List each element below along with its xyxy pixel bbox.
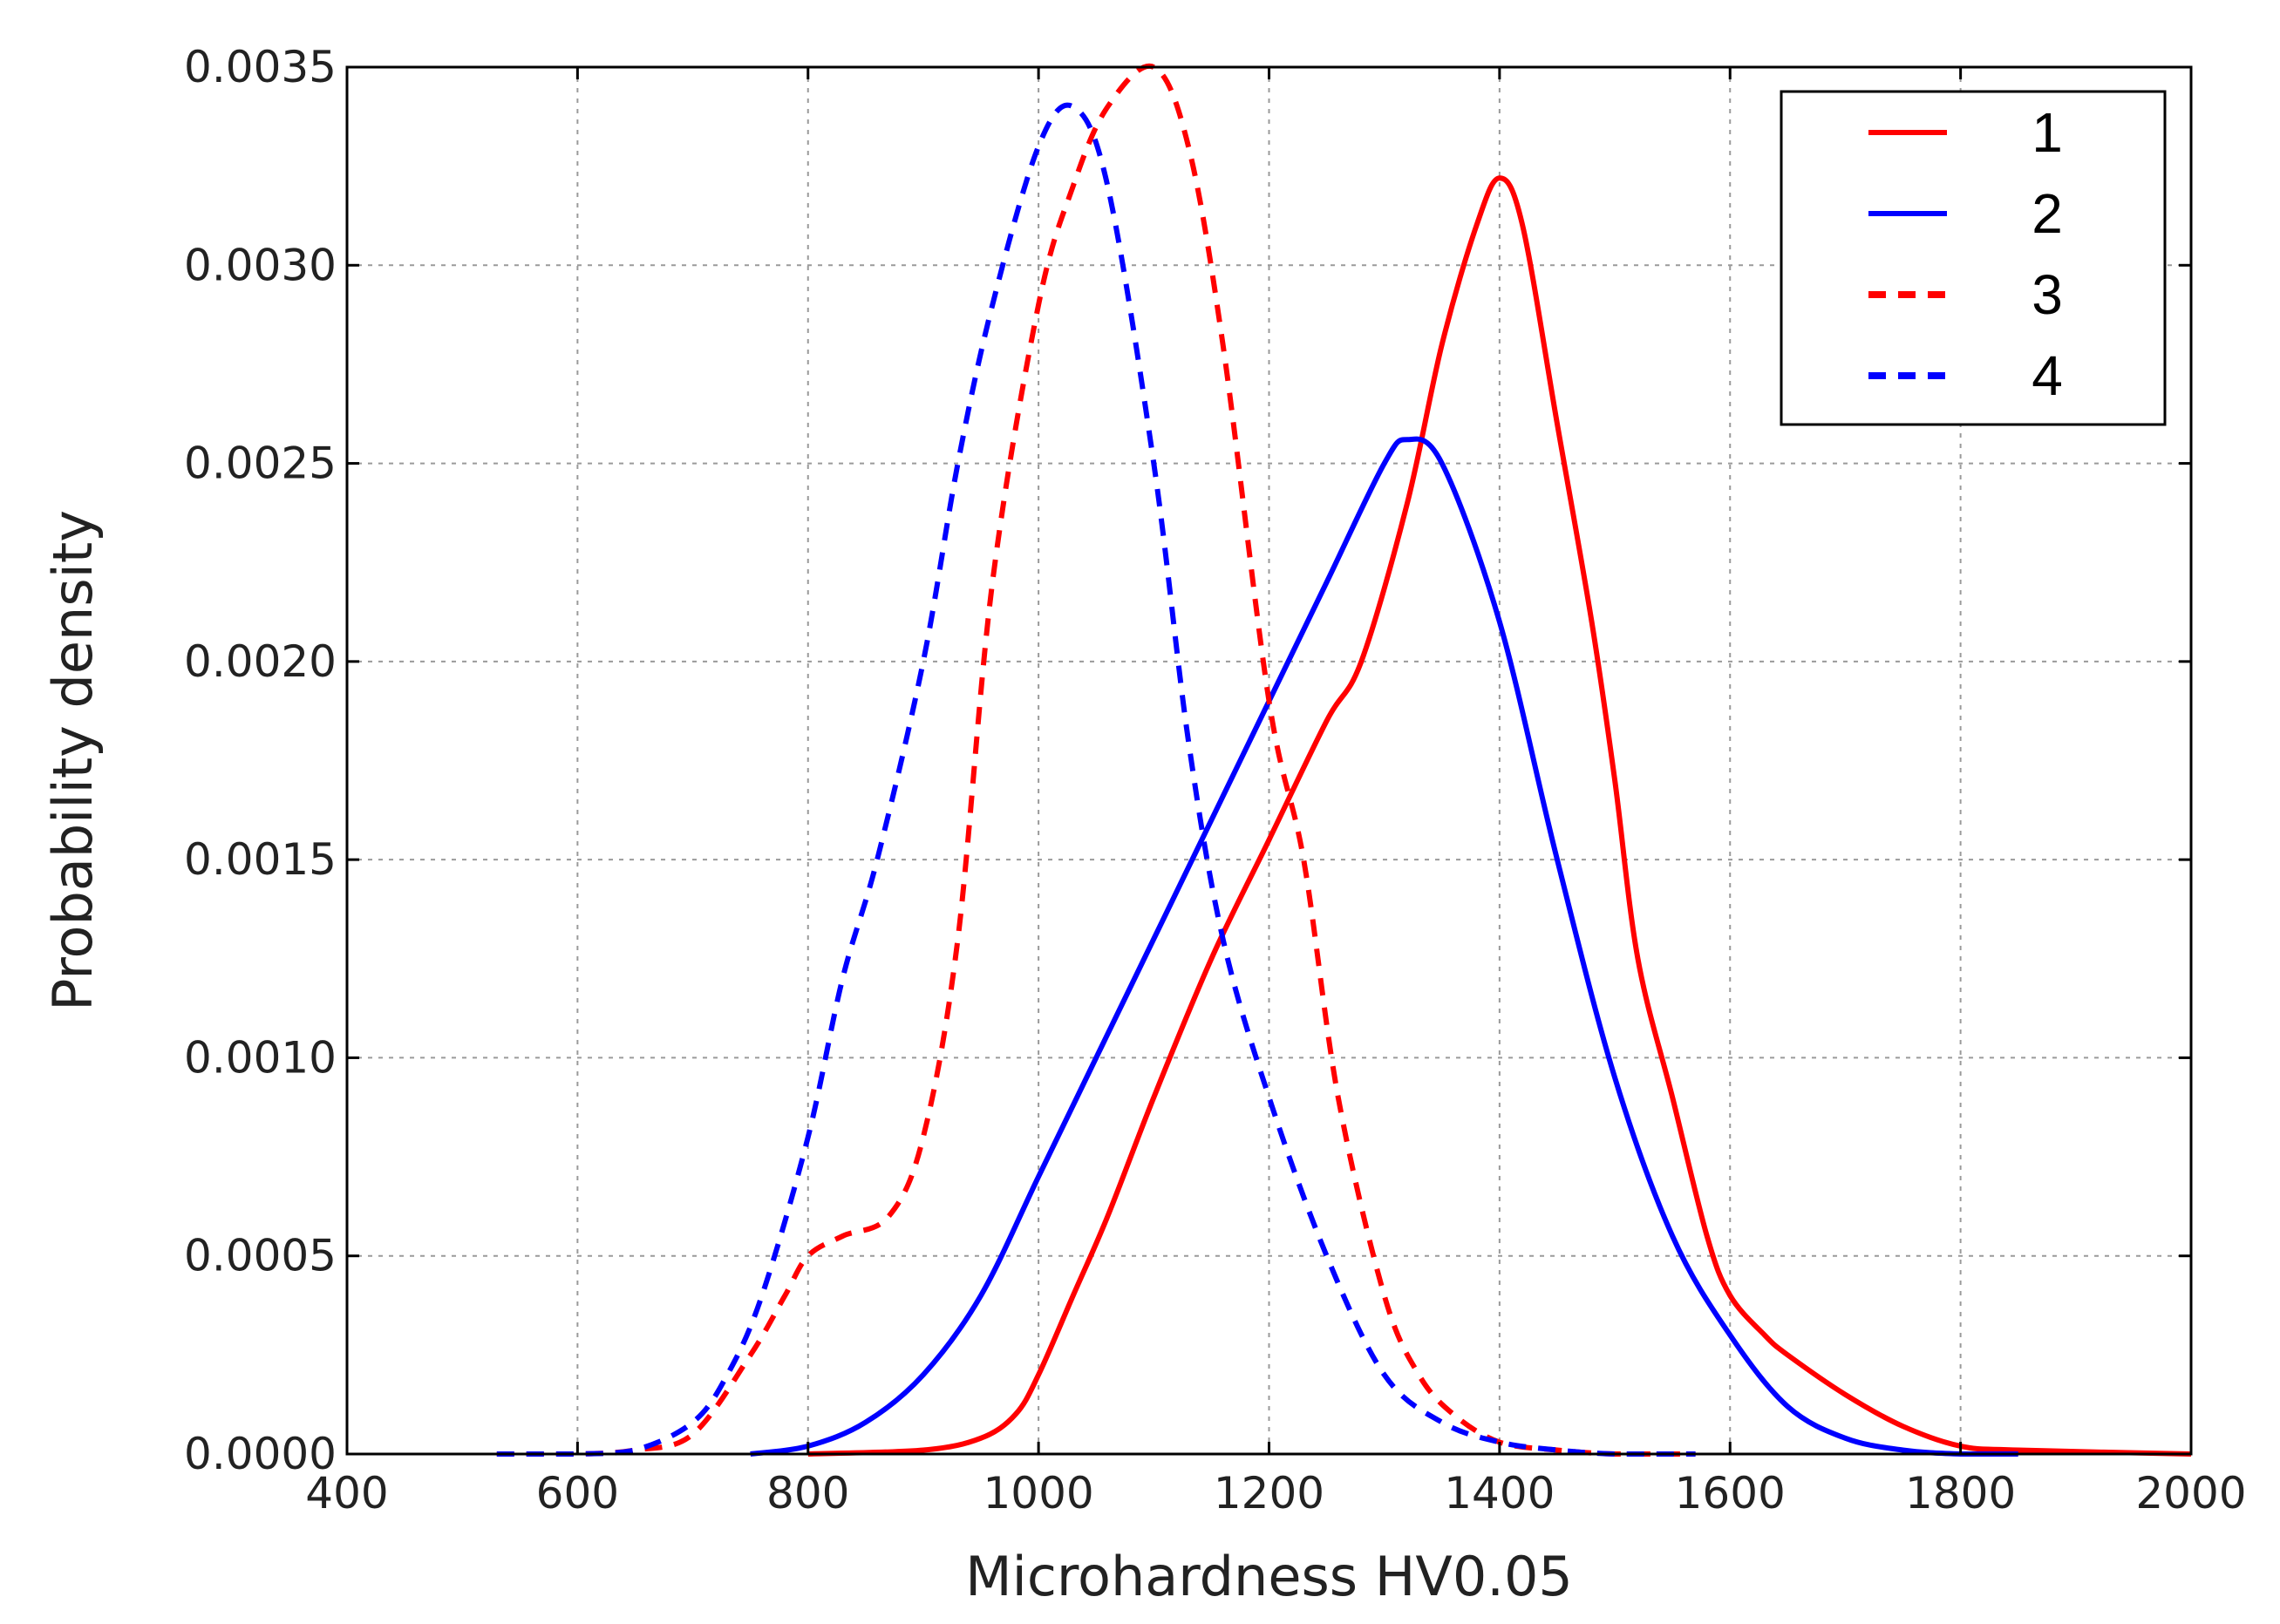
x-tick-label: 1000 [983, 1468, 1094, 1519]
x-tick-label: 1800 [1905, 1468, 2016, 1519]
legend: 1 2 3 4 [1780, 90, 2167, 426]
legend-label-4: 4 [2032, 344, 2063, 407]
y-tick-label: 0.0025 [184, 438, 337, 489]
series-line-1 [807, 175, 2192, 1457]
y-tick-label: 0.0015 [184, 834, 337, 885]
y-axis-label: Probability density [41, 510, 105, 1011]
series-line-4 [496, 102, 1696, 1458]
series-line-3 [496, 63, 1696, 1458]
series-layer [496, 63, 2192, 1458]
x-axis-label: Microhardness HV0.05 [965, 1545, 1573, 1608]
x-tick-label: 1600 [1675, 1468, 1786, 1519]
series-line-2 [750, 436, 2018, 1458]
y-tick-label: 0.0020 [184, 636, 337, 687]
legend-label-3: 3 [2032, 263, 2063, 326]
x-tick-label: 800 [766, 1468, 849, 1519]
y-tick-label: 0.0035 [184, 42, 337, 92]
y-tick-label: 0.0010 [184, 1032, 337, 1083]
legend-box [1780, 90, 2167, 426]
y-tick-label: 0.0030 [184, 240, 337, 290]
axis-ticks: 400 600 800 1000 1200 1400 1600 1800 2000 0.0000 0… [184, 42, 2247, 1519]
y-tick-label: 0.0000 [184, 1429, 337, 1479]
x-tick-label: 1200 [1214, 1468, 1324, 1519]
x-tick-label: 400 [305, 1468, 388, 1519]
x-tick-label: 2000 [2135, 1468, 2246, 1519]
x-tick-label: 1400 [1444, 1468, 1555, 1519]
y-tick-label: 0.0005 [184, 1231, 337, 1281]
x-tick-label: 600 [536, 1468, 619, 1519]
legend-label-2: 2 [2032, 182, 2063, 245]
legend-label-1: 1 [2032, 101, 2063, 164]
